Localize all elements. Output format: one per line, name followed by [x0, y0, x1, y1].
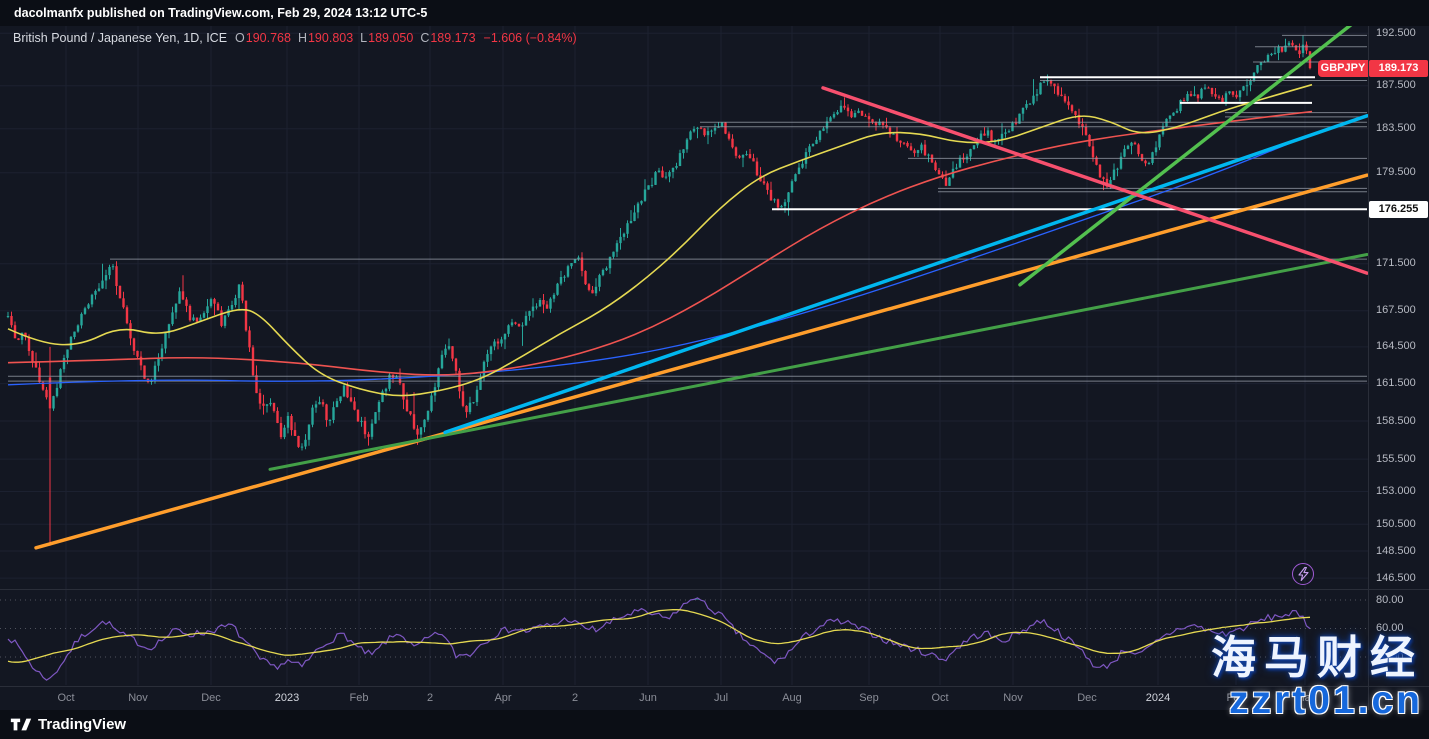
- rsi-axis-label: 40.00: [1376, 651, 1404, 663]
- ohlc-value: L189.050: [360, 31, 414, 45]
- tradingview-brand-text: TradingView: [38, 716, 127, 733]
- lightning-icon: [1297, 567, 1309, 581]
- time-axis-label: Mar: [1295, 692, 1315, 704]
- price-axis-label: 167.500: [1376, 304, 1416, 316]
- time-axis-label: Dec: [201, 692, 221, 704]
- time-axis-label: Jul: [713, 692, 729, 704]
- panel-separator: [0, 589, 1429, 590]
- time-axis-label: Aug: [782, 692, 802, 704]
- time-axis-label: 2: [571, 692, 579, 704]
- time-axis-label: 2: [426, 692, 434, 704]
- horizontal-levels: [8, 34, 1367, 382]
- rsi-ma-line: [7, 609, 1311, 663]
- ma-red: [7, 110, 1313, 376]
- ohlc-value: O190.768: [235, 31, 291, 45]
- time-axis-label: 2023: [274, 692, 300, 704]
- rsi-panel: [0, 597, 1368, 681]
- ma-blue: [7, 133, 1313, 386]
- moving-averages: [7, 83, 1313, 397]
- time-axis-label: Apr: [494, 692, 512, 704]
- price-axis-label: 150.500: [1376, 518, 1416, 530]
- price-chart[interactable]: [0, 0, 1368, 710]
- level-price-badge: 176.255: [1369, 201, 1428, 218]
- time-axis-label: Jun: [639, 692, 657, 704]
- ohlc-values: O190.768 H190.803 L189.050 C189.173: [235, 31, 476, 45]
- time-axis-label: Feb: [349, 692, 369, 704]
- green-uptrend-steep: [1018, 22, 1354, 287]
- rsi-line: [7, 597, 1311, 681]
- orange-uptrend: [34, 173, 1368, 550]
- price-axis[interactable]: 192.500 187.500 183.500 179.500 171.500 167.5…: [1368, 0, 1429, 710]
- symbol-price-badge: GBPJPY: [1318, 60, 1368, 77]
- price-axis-label: 161.500: [1376, 377, 1416, 389]
- symbol-legend: British Pound / Japanese Yen, 1D, ICE O1…: [13, 31, 577, 45]
- price-axis-label: 153.000: [1376, 485, 1416, 497]
- green-uptrend-long: [268, 253, 1368, 471]
- price-axis-label: 155.500: [1376, 453, 1416, 465]
- rsi-axis-label: 80.00: [1376, 594, 1404, 606]
- price-axis-label: 179.500: [1376, 166, 1416, 178]
- axis-separator: [1368, 686, 1429, 687]
- chart-canvas[interactable]: [0, 0, 1368, 710]
- price-axis-label: 192.500: [1376, 27, 1416, 39]
- time-axis-label: Dec: [1077, 692, 1097, 704]
- time-axis-label: Feb: [1226, 692, 1246, 704]
- price-axis-label: 158.500: [1376, 415, 1416, 427]
- time-axis-label: Oct: [57, 692, 75, 704]
- tradingview-logo[interactable]: TradingView: [10, 716, 126, 733]
- price-axis-label: 146.500: [1376, 572, 1416, 584]
- time-axis-label: 2024: [1145, 692, 1171, 704]
- pink-downtrend: [821, 86, 1368, 275]
- price-axis-label: 187.500: [1376, 79, 1416, 91]
- last-price-badge: 189.173: [1369, 60, 1428, 77]
- footer-bar: TradingView: [0, 710, 1429, 739]
- publish-info-text: dacolmanfx published on TradingView.com,…: [14, 6, 428, 20]
- lightning-button[interactable]: [1292, 563, 1314, 585]
- ma-yellow: [7, 83, 1313, 397]
- ohlc-value: C189.173: [420, 31, 476, 45]
- symbol-title: British Pound / Japanese Yen, 1D, ICE: [13, 31, 228, 45]
- price-axis-label: 148.500: [1376, 545, 1416, 557]
- price-axis-label: 171.500: [1376, 257, 1416, 269]
- rsi-axis-label: 60.00: [1376, 622, 1404, 634]
- tradingview-logo-icon: [10, 718, 32, 731]
- trend-lines: [34, 22, 1368, 550]
- price-axis-label: 183.500: [1376, 122, 1416, 134]
- time-axis-label: Nov: [1003, 692, 1023, 704]
- change-value: −1.606 (−0.84%): [483, 31, 577, 45]
- price-axis-label: 164.500: [1376, 340, 1416, 352]
- time-axis[interactable]: Oct Nov Dec 2023 Feb 2 Apr 2 Jun Jul Aug Sep Oct Nov D…: [0, 686, 1368, 711]
- cyan-uptrend: [443, 114, 1368, 435]
- time-axis-label: Nov: [128, 692, 148, 704]
- time-axis-label: Oct: [931, 692, 949, 704]
- time-axis-label: Sep: [859, 692, 879, 704]
- ohlc-value: H190.803: [297, 31, 354, 45]
- candles: [6, 35, 1312, 546]
- publish-info-bar: dacolmanfx published on TradingView.com,…: [0, 0, 1429, 26]
